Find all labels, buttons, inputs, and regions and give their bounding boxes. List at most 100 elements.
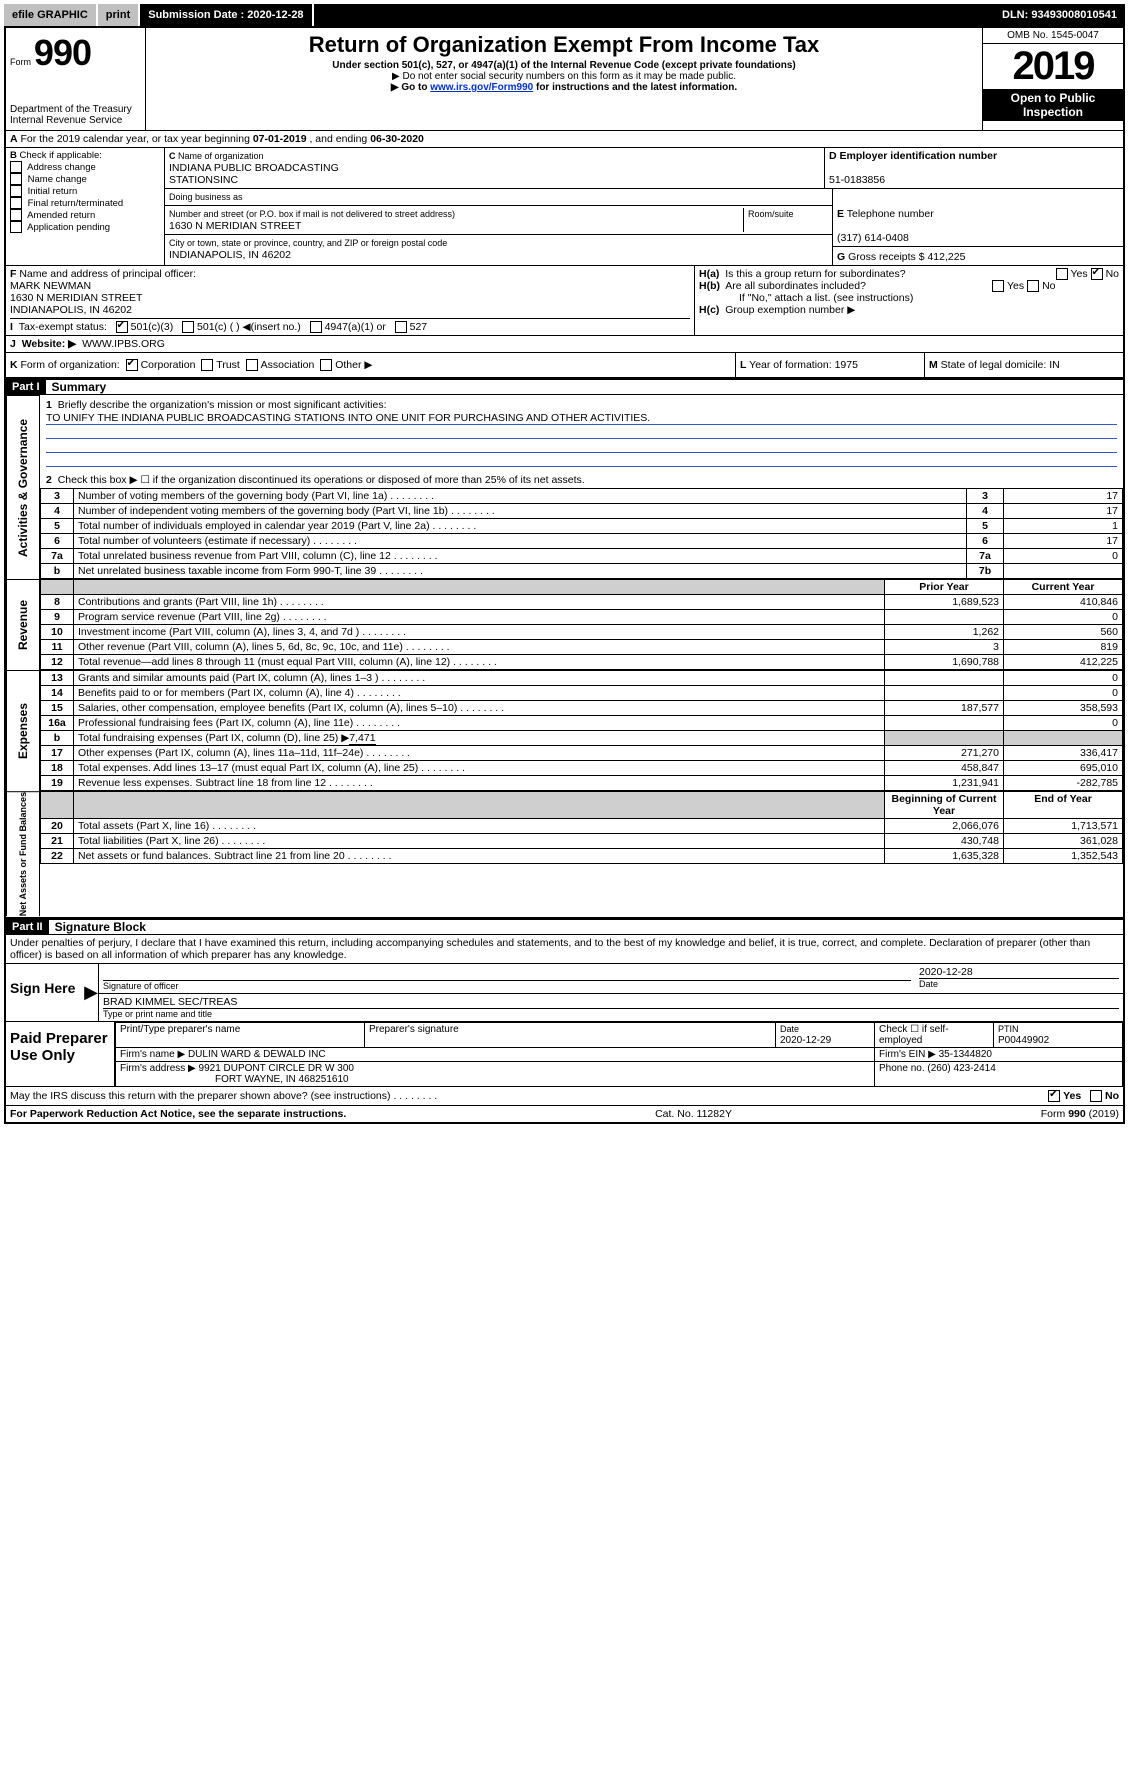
line-box: 7b [967,564,1004,579]
k-trust: Trust [216,359,240,371]
ha-yes-checkbox[interactable] [1056,268,1068,280]
k-assoc-checkbox[interactable] [246,359,258,371]
line-no: 20 [41,819,74,834]
line-no: 14 [41,686,74,701]
year-formation-value: 1975 [835,359,858,371]
officer-name: MARK NEWMAN [10,280,91,292]
prior-val: 458,847 [885,761,1004,776]
527-checkbox[interactable] [395,321,407,333]
side-label-activities: Activities & Governance [6,395,40,579]
boxb-checkbox[interactable] [10,185,22,197]
discuss-line: May the IRS discuss this return with the… [6,1087,1123,1105]
line-val: 17 [1004,489,1123,504]
period-begin: 07-01-2019 [253,133,307,145]
efile-label: efile GRAPHIC [4,4,98,26]
discuss-no: No [1105,1090,1119,1102]
line-val: 1 [1004,519,1123,534]
line-val: 17 [1004,534,1123,549]
line-val: 0 [1004,549,1123,564]
4947-checkbox[interactable] [310,321,322,333]
do-not-note: ▶ Do not enter social security numbers o… [154,71,974,82]
end-val: 1,352,543 [1004,849,1123,864]
prior-val: 1,231,941 [885,776,1004,791]
line-val [1004,564,1123,579]
curr-val: 336,417 [1004,746,1123,761]
ha-letter: H(a) [699,268,719,280]
line-no: 18 [41,761,74,776]
goto-pre: ▶ Go to [391,82,430,93]
ha-yes: Yes [1071,268,1088,280]
period-end: 06-30-2020 [370,133,424,145]
paid-preparer-label: Paid Preparer Use Only [6,1022,114,1086]
officer-label: Name and address of principal officer: [19,268,196,280]
line2-no: 2 [46,474,52,486]
boxb-checkbox[interactable] [10,173,22,185]
k-other-checkbox[interactable] [320,359,332,371]
boxb-checkbox[interactable] [10,197,22,209]
curr-val: -282,785 [1004,776,1123,791]
boxb-checkbox[interactable] [10,209,22,221]
print-button[interactable]: print [98,4,140,26]
box-d-letter: D [829,150,837,162]
firm-ein-value: 35-1344820 [939,1049,992,1060]
discuss-question: May the IRS discuss this return with the… [10,1090,391,1102]
line-no: 22 [41,849,74,864]
curr-val: 0 [1004,671,1123,686]
hc-letter: H(c) [699,304,719,316]
k-trust-checkbox[interactable] [201,359,213,371]
line-desc: Total revenue—add lines 8 through 11 (mu… [74,655,885,670]
firm-addr1: 9921 DUPONT CIRCLE DR W 300 [199,1063,354,1074]
period-a-pre: For the 2019 calendar year, or tax year … [21,133,253,145]
k-corp-checkbox[interactable] [126,359,138,371]
discuss-no-checkbox[interactable] [1090,1090,1102,1102]
addr-label: Number and street (or P.O. box if mail i… [169,209,455,219]
line-desc: Total number of volunteers (estimate if … [74,534,967,549]
website-label: Website: ▶ [22,338,77,350]
period-line-a: A For the 2019 calendar year, or tax yea… [6,131,1123,148]
line-desc: Net assets or fund balances. Subtract li… [74,849,885,864]
mission-blank-2 [46,440,1117,453]
prior-val: 1,689,523 [885,595,1004,610]
line-desc: Number of voting members of the governin… [74,489,967,504]
street-address: 1630 N MERIDIAN STREET [169,220,301,232]
line-desc: Total number of individuals employed in … [74,519,967,534]
501c3-checkbox[interactable] [116,321,128,333]
hb-no-checkbox[interactable] [1027,280,1039,292]
curr-val: 358,593 [1004,701,1123,716]
sig-date-label: Date [919,978,1119,989]
ein-value: 51-0183856 [829,174,885,186]
line-no: 21 [41,834,74,849]
line-no: 3 [41,489,74,504]
line-desc: Benefits paid to or for members (Part IX… [74,686,885,701]
ha-no-checkbox[interactable] [1091,268,1103,280]
curr-val: 695,010 [1004,761,1123,776]
goto-line: ▶ Go to www.irs.gov/Form990 for instruct… [154,82,974,93]
ptin-label: PTIN [998,1024,1019,1034]
hb-yes-checkbox[interactable] [992,280,1004,292]
boxb-checkbox[interactable] [10,161,22,173]
box-e-letter: E [837,208,844,220]
signer-name: BRAD KIMMEL SEC/TREAS [103,996,1119,1008]
begin-val: 430,748 [885,834,1004,849]
line1-no: 1 [46,399,52,411]
footer-right: Form 990 (2019) [1041,1108,1119,1120]
501c-checkbox[interactable] [182,321,194,333]
omb-number: OMB No. 1545-0047 [983,28,1123,44]
prior-val: 3 [885,640,1004,655]
line-no: 4 [41,504,74,519]
goto-link[interactable]: www.irs.gov/Form990 [430,82,533,93]
footer-mid: Cat. No. 11282Y [655,1108,732,1120]
form-number: 990 [34,32,91,73]
discuss-yes-checkbox[interactable] [1048,1090,1060,1102]
sign-arrow-icon: ▶ [84,964,99,1021]
boxb-checkbox[interactable] [10,221,22,233]
domicile-value: IN [1049,359,1060,371]
city-label: City or town, state or province, country… [169,238,447,248]
line-desc: Other revenue (Part VIII, column (A), li… [74,640,885,655]
line-desc: Revenue less expenses. Subtract line 18 … [74,776,885,791]
k-assoc: Association [261,359,315,371]
ha-no: No [1106,268,1119,280]
line-desc: Net unrelated business taxable income fr… [74,564,967,579]
line-no: 19 [41,776,74,791]
line-desc: Other expenses (Part IX, column (A), lin… [74,746,885,761]
